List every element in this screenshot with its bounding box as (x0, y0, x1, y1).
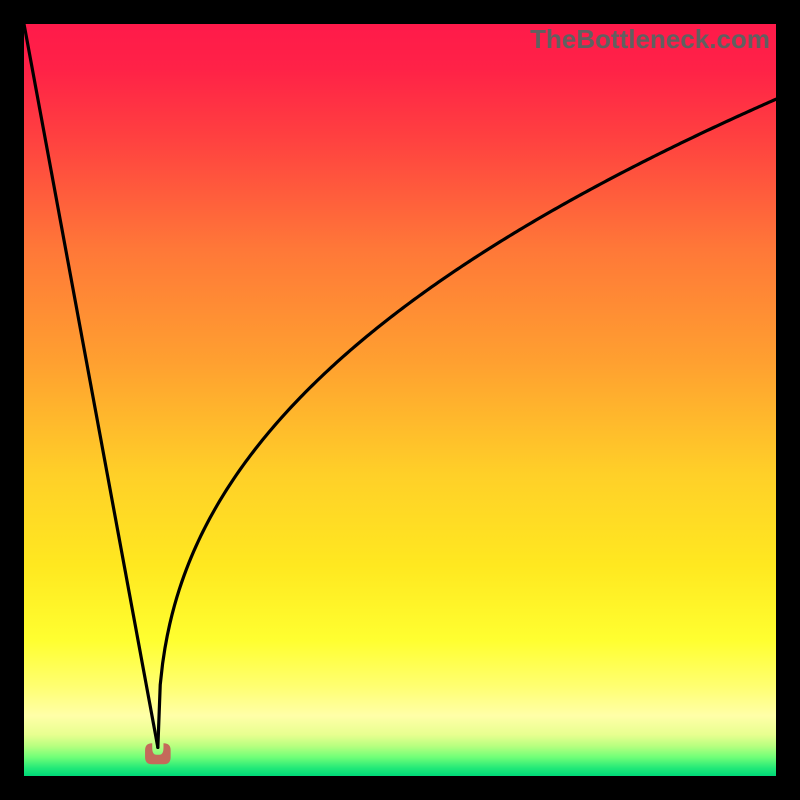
chart-frame: TheBottleneck.com (0, 0, 800, 800)
curve-right-branch (158, 99, 776, 747)
curve-left-branch (24, 24, 158, 747)
watermark-text: TheBottleneck.com (530, 24, 770, 55)
plot-area: TheBottleneck.com (24, 24, 776, 776)
curve-layer (24, 24, 776, 776)
